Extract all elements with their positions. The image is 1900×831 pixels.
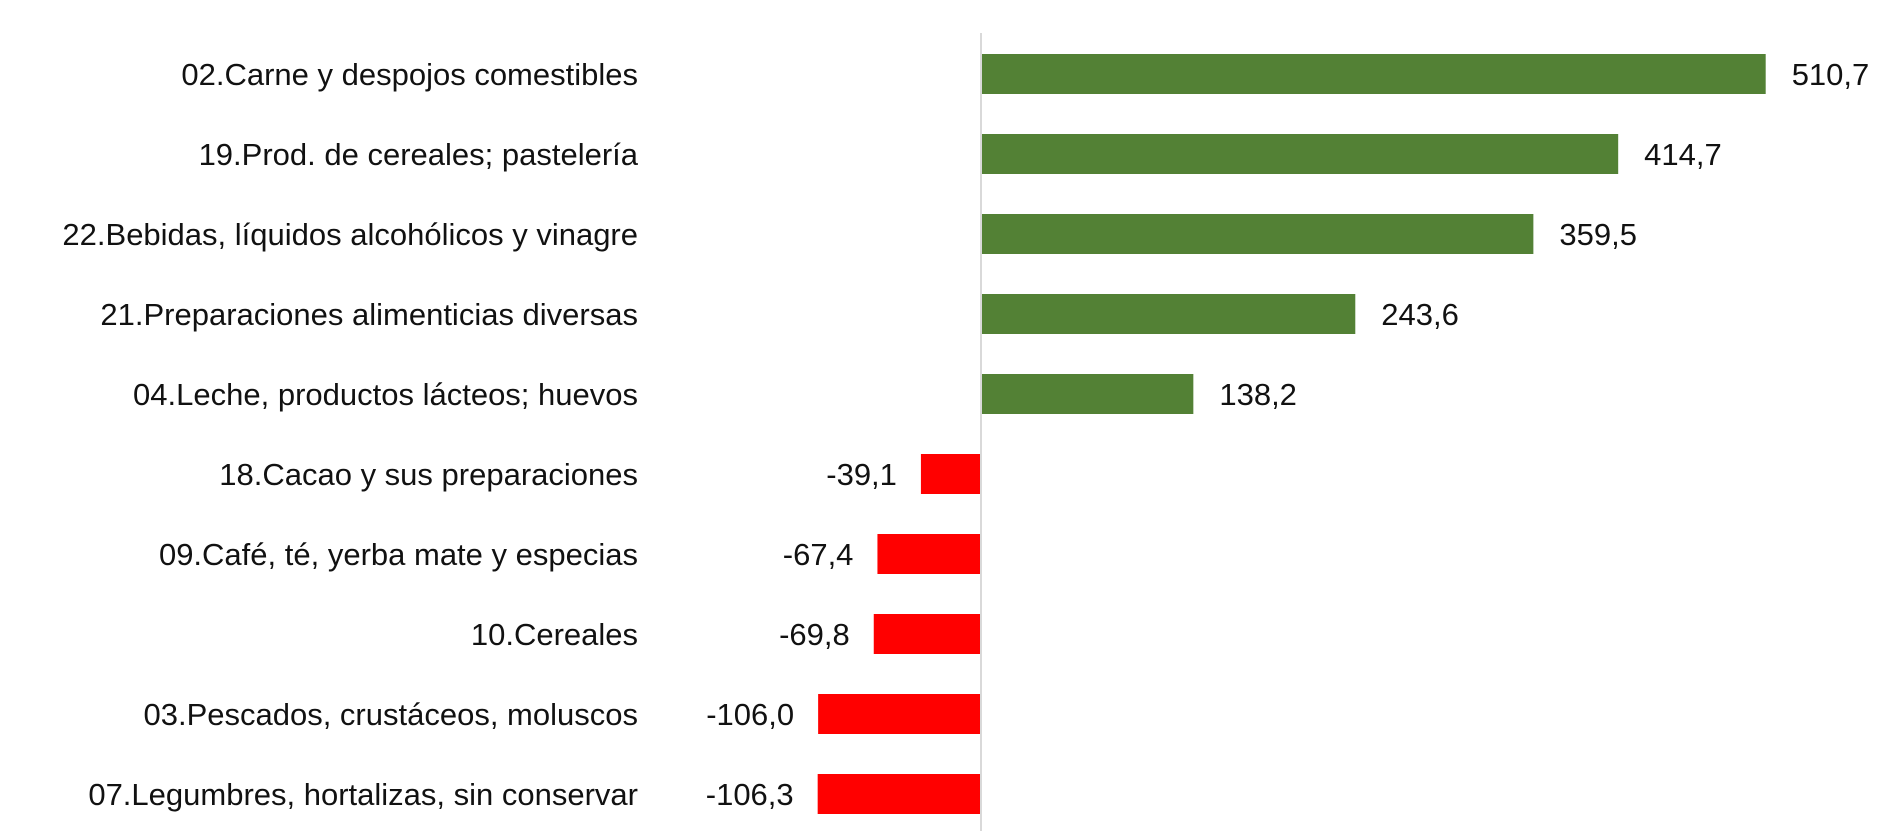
value-label-5: 138,2: [1219, 377, 1297, 412]
bars-group: [817, 54, 1766, 814]
bar-8: [873, 614, 981, 654]
category-label-5: 04.Leche, productos lácteos; huevos: [133, 377, 638, 412]
value-label-2: 414,7: [1644, 137, 1722, 172]
bar-3: [981, 214, 1534, 254]
bar-10: [817, 774, 981, 814]
bar-5: [981, 374, 1194, 414]
category-label-9: 03.Pescados, crustáceos, moluscos: [143, 697, 638, 732]
category-label-2: 19.Prod. de cereales; pastelería: [199, 137, 639, 172]
bar-2: [981, 134, 1619, 174]
bar-4: [981, 294, 1356, 334]
category-labels-group: 02.Carne y despojos comestibles 19.Prod. …: [62, 57, 638, 812]
value-label-9: -106,0: [706, 697, 794, 732]
category-label-8: 10.Cereales: [471, 617, 638, 652]
bar-1: [981, 54, 1766, 94]
value-label-7: -67,4: [783, 537, 854, 572]
bar-9: [818, 694, 981, 734]
value-label-4: 243,6: [1381, 297, 1459, 332]
category-label-7: 09.Café, té, yerba mate y especias: [159, 537, 638, 572]
category-label-6: 18.Cacao y sus preparaciones: [219, 457, 638, 492]
category-label-4: 21.Preparaciones alimenticias diversas: [100, 297, 638, 332]
value-label-10: -106,3: [706, 777, 794, 812]
value-labels-group: 510,7 414,7 359,5 243,6 138,2 -39,1 -67,4 -69,8…: [706, 57, 1870, 812]
value-label-6: -39,1: [826, 457, 897, 492]
category-label-3: 22.Bebidas, líquidos alcohólicos y vinag…: [62, 217, 638, 252]
value-label-8: -69,8: [779, 617, 850, 652]
category-label-1: 02.Carne y despojos comestibles: [181, 57, 638, 92]
value-label-3: 359,5: [1559, 217, 1637, 252]
bar-7: [877, 534, 981, 574]
category-label-10: 07.Legumbres, hortalizas, sin conservar: [88, 777, 638, 812]
bar-6: [920, 454, 981, 494]
value-label-1: 510,7: [1792, 57, 1870, 92]
